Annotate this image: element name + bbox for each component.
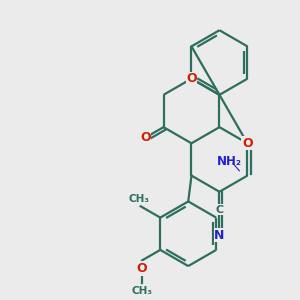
Text: O: O [186, 72, 197, 85]
Text: O: O [242, 137, 253, 150]
Text: O: O [140, 131, 151, 144]
Text: O: O [137, 262, 147, 275]
Text: CH₃: CH₃ [129, 194, 150, 204]
Text: NH₂: NH₂ [217, 154, 242, 168]
Text: N: N [214, 229, 225, 242]
Text: CH₃: CH₃ [132, 286, 153, 296]
Text: C: C [215, 205, 223, 214]
